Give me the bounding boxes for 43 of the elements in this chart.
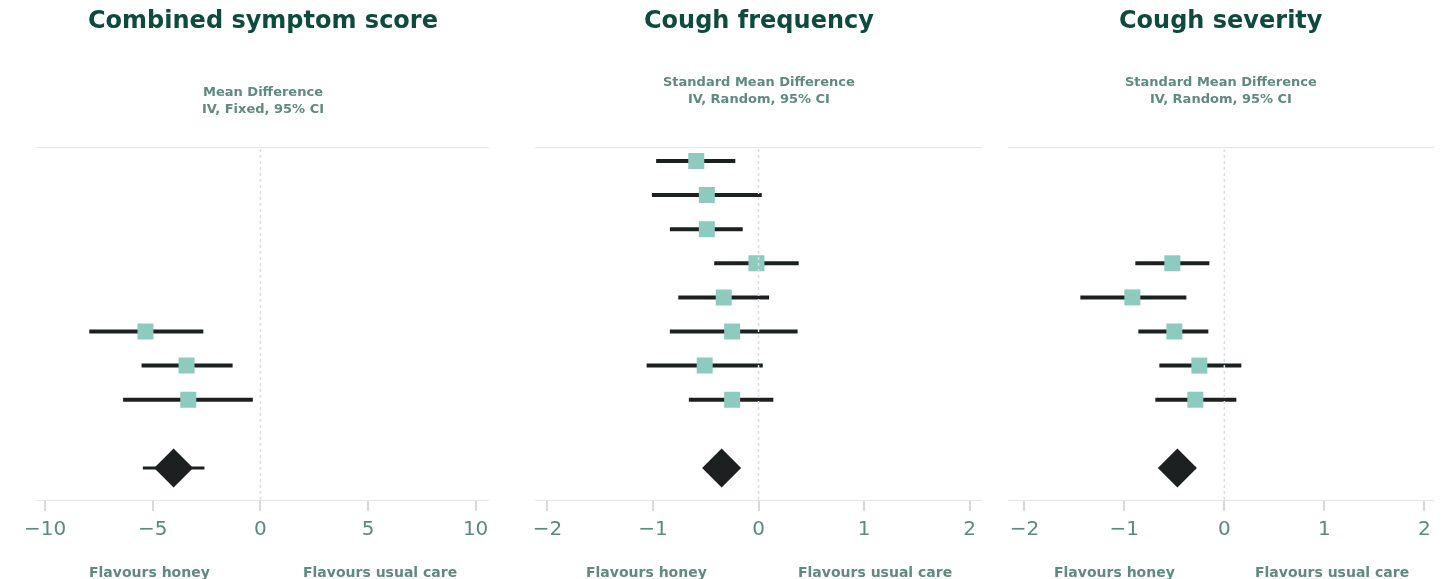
x-tick-label: 5 [361,516,375,540]
x-tick-label: −2 [532,516,563,540]
point [137,323,154,340]
x-tick-label: 2 [963,516,977,540]
point [1187,391,1204,408]
point [702,448,742,488]
x-tick-label: 0 [1217,516,1231,540]
chart-title: Cough frequency [644,6,875,34]
point [180,391,197,408]
x-tick-label: 2 [1417,516,1431,540]
point [724,323,741,340]
point [696,357,713,374]
x-tick-label: 1 [1317,516,1331,540]
x-tick-label: 0 [254,516,267,540]
x-tick-label: −1 [638,516,668,540]
x-tick-label: 10 [462,516,489,540]
point [1157,448,1197,488]
x-tick-label: 0 [752,516,765,540]
chart-title: Combined symptom score [88,6,438,34]
x-tick-label: −5 [138,516,168,540]
x-tick-label: 1 [857,516,871,540]
point [1191,357,1208,374]
text: Flavours usual care [798,564,953,579]
chart-subtitle: Standard Mean Difference IV, Random, 95% CI [663,74,856,106]
chart-title: Cough severity [1119,6,1323,34]
point [154,448,194,488]
text: Flavours usual care [303,564,458,579]
x-tick-label: −2 [1009,516,1040,540]
point [1164,255,1181,272]
point [748,255,765,272]
chart-subtitle: Mean Difference IV, Fixed, 95% CI [202,84,325,116]
point [178,357,195,374]
point [698,221,715,238]
chart-subtitle: Standard Mean Difference IV, Random, 95% CI [1125,74,1318,106]
x-tick-label: −1 [1109,516,1140,540]
point [1166,323,1183,340]
text: Flavours usual care [1255,564,1410,579]
point [1124,289,1141,306]
point [698,187,715,204]
point [715,289,732,306]
point [724,391,741,408]
x-tick-label: −10 [24,516,67,540]
point [688,152,705,169]
